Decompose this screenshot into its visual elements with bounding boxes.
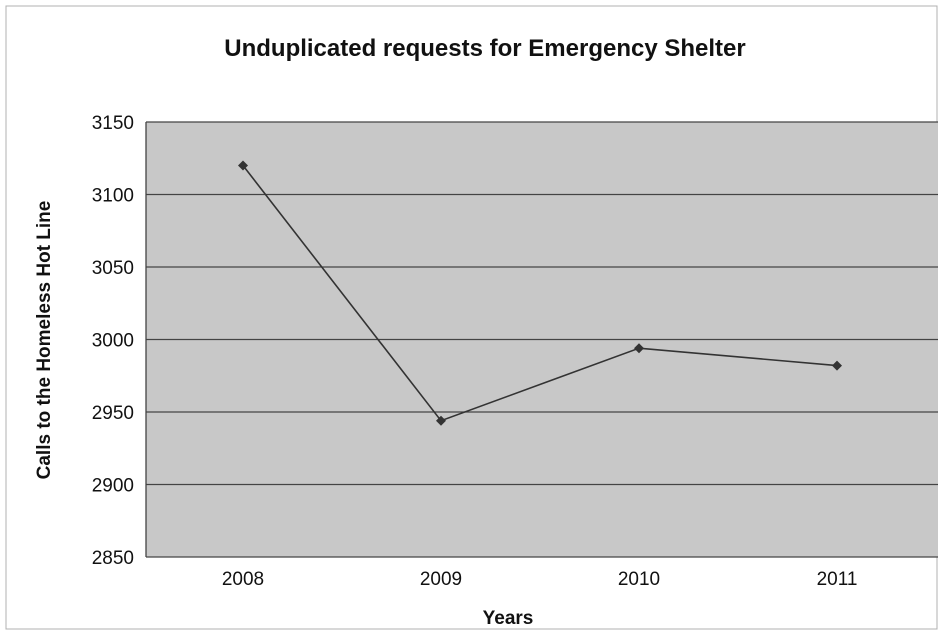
y-tick-label: 3100 bbox=[92, 186, 134, 207]
chart-title: Unduplicated requests for Emergency Shel… bbox=[224, 35, 745, 62]
y-tick-label: 2950 bbox=[92, 403, 134, 424]
y-tick-label: 3150 bbox=[92, 113, 134, 134]
y-axis-label: Calls to the Homeless Hot Line bbox=[34, 201, 55, 480]
gridlines bbox=[146, 121, 938, 486]
data-point bbox=[238, 160, 248, 171]
y-tick-labels: 2850 2900 2950 3000 3050 3100 3150 bbox=[92, 113, 134, 569]
x-tick-labels: 2008 2009 2010 2011 bbox=[222, 569, 858, 590]
data-point bbox=[634, 343, 644, 354]
data-point bbox=[832, 360, 842, 371]
data-point bbox=[436, 415, 446, 426]
y-tick-label: 3050 bbox=[92, 258, 134, 279]
y-tick-label: 2850 bbox=[92, 548, 134, 569]
x-tick-label: 2008 bbox=[222, 569, 264, 590]
x-tick-label: 2011 bbox=[817, 569, 858, 590]
y-tick-label: 2900 bbox=[92, 476, 134, 497]
x-tick-label: 2009 bbox=[420, 569, 462, 590]
series bbox=[238, 160, 842, 426]
y-tick-label: 3000 bbox=[92, 331, 134, 352]
x-tick-label: 2010 bbox=[618, 569, 660, 590]
series-line bbox=[242, 165, 838, 422]
x-axis-label: Years bbox=[483, 608, 534, 629]
axes bbox=[145, 122, 938, 558]
